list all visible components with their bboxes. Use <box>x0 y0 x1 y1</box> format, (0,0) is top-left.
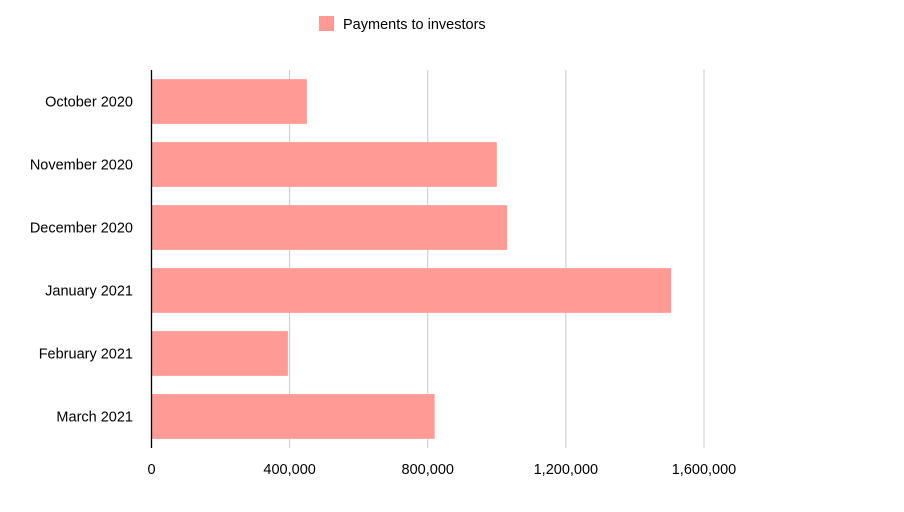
y-tick-label: March 2021 <box>56 410 133 426</box>
bars <box>151 79 672 439</box>
y-axis-labels: October 2020 November 2020 December 2020 Ja… <box>30 95 133 426</box>
legend-label: Payments to investors <box>343 17 486 33</box>
x-tick-label: 400,000 <box>263 462 315 478</box>
bar <box>151 331 288 376</box>
y-tick-label: October 2020 <box>45 95 133 111</box>
x-tick-label: 800,000 <box>402 462 454 478</box>
legend-swatch <box>319 16 334 31</box>
gridlines <box>289 70 705 448</box>
bar <box>151 268 672 313</box>
x-axis-labels: 0 400,000 800,000 1,200,000 1,600,000 <box>147 462 736 478</box>
bar <box>151 142 497 187</box>
y-tick-label: November 2020 <box>30 158 133 174</box>
x-tick-label: 0 <box>147 462 155 478</box>
y-tick-label: January 2021 <box>45 284 133 300</box>
y-tick-label: February 2021 <box>39 347 133 363</box>
legend: Payments to investors <box>319 16 486 33</box>
bar <box>151 394 435 439</box>
bar <box>151 79 307 124</box>
bar <box>151 205 508 250</box>
x-tick-label: 1,600,000 <box>672 462 737 478</box>
x-tick-label: 1,200,000 <box>534 462 599 478</box>
y-tick-label: December 2020 <box>30 221 133 237</box>
